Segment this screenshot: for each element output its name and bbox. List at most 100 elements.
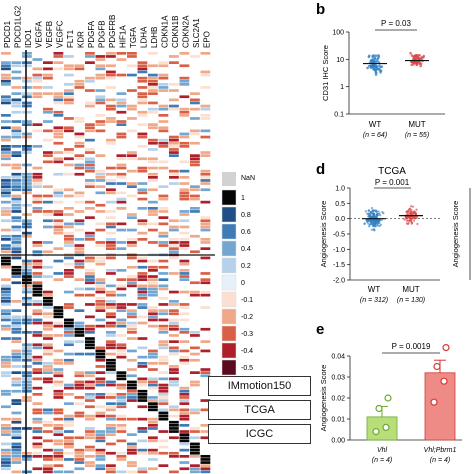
heatmap-cell [74,321,85,325]
heatmap-cell [1,293,11,297]
heatmap-cell [43,120,53,123]
heatmap-cell [106,200,116,204]
heatmap-cell [95,365,106,368]
gene-label: LDHB [150,27,159,48]
heatmap-cell [200,117,211,120]
heatmap-cell [179,414,190,418]
heatmap-cell [116,247,127,250]
heatmap-cell [74,154,85,157]
heatmap-cell [85,414,95,418]
heatmap-cell [127,327,137,331]
heatmap-cell [22,365,32,368]
heatmap-cell [169,247,179,250]
scale-swatch [221,240,237,257]
heatmap-cell [95,352,106,356]
heatmap-cell [179,467,190,471]
heatmap-cell [148,176,158,179]
heatmap-cell [11,176,22,179]
heatmap-cell [53,433,64,436]
heatmap-cell [64,73,74,77]
heatmap-cell [64,306,74,309]
heatmap-cell [53,259,64,263]
heatmap-cell [95,346,106,350]
heatmap-cell [127,461,137,464]
heatmap-cell [179,225,190,229]
heatmap-cell [1,303,11,306]
heatmap-cell [85,179,95,182]
heatmap-cell [127,383,137,387]
heatmap-cell [74,324,85,328]
heatmap-cell [179,312,190,316]
heatmap-cell [22,343,32,347]
heatmap-cell [158,83,169,86]
data-point [372,59,376,63]
heatmap-cell [106,138,116,142]
heatmap-cell [190,188,200,192]
heatmap-cell [106,293,116,297]
heatmap-cell [22,86,32,89]
heatmap-cell [158,73,169,77]
category-label: Vhl [377,447,388,454]
heatmap-cell [1,327,11,331]
heatmap-cell [64,393,74,396]
heatmap-cell [158,259,169,263]
heatmap-cell [74,191,85,195]
heatmap-cell [127,396,137,399]
heatmap-cell [137,296,148,300]
scale-swatch [221,189,237,206]
heatmap-cell [148,83,158,86]
heatmap-cell [137,290,148,294]
heatmap-cell [11,340,22,343]
heatmap-cell [106,368,116,371]
heatmap-cell [148,89,158,92]
data-point [412,55,415,58]
heatmap-cell [43,315,53,319]
heatmap-cell [158,309,169,312]
heatmap-cell [106,231,116,235]
heatmap-cell [11,455,22,458]
heatmap-cell [148,386,158,390]
data-point [410,63,413,67]
heatmap-cell [179,442,190,446]
heatmap-cell [127,315,137,319]
heatmap-cell [43,448,53,452]
heatmap-cell [1,228,11,232]
y-tick-label: 0.01 [331,417,345,424]
heatmap-cell [127,349,137,353]
heatmap-cell [1,451,11,455]
heatmap-cell [148,79,158,83]
heatmap-cell [74,380,85,384]
heatmap-cell [148,123,158,126]
heatmap-cell [95,67,106,71]
heatmap-cell [11,179,22,182]
heatmap-cell [95,380,106,384]
heatmap-cell [64,269,74,272]
heatmap-cell [106,241,116,244]
heatmap-cell [32,371,43,374]
heatmap-cell [1,219,11,223]
heatmap-cell [116,321,127,325]
heatmap-cell [11,377,22,381]
heatmap-cell [43,185,53,188]
heatmap-cell [64,272,74,275]
heatmap-cell [95,191,106,195]
heatmap-cell [22,219,32,223]
data-point [409,51,412,55]
heatmap-cell [85,331,95,334]
category-label: MUT [408,120,425,129]
heatmap-cell [64,343,74,347]
heatmap-cell [127,151,137,154]
heatmap-cell [32,300,43,303]
heatmap-cell [158,296,169,300]
y-tick-label: 0.5 [335,201,345,208]
heatmap-cell [22,104,32,108]
heatmap-cell [179,262,190,266]
data-point [430,398,438,406]
heatmap-cell [11,402,22,405]
data-point [371,64,375,67]
heatmap-cell [95,76,106,80]
heatmap-cell [179,331,190,334]
heatmap-cell [11,445,22,449]
heatmap-cell [74,374,85,378]
heatmap-cell [158,120,169,123]
